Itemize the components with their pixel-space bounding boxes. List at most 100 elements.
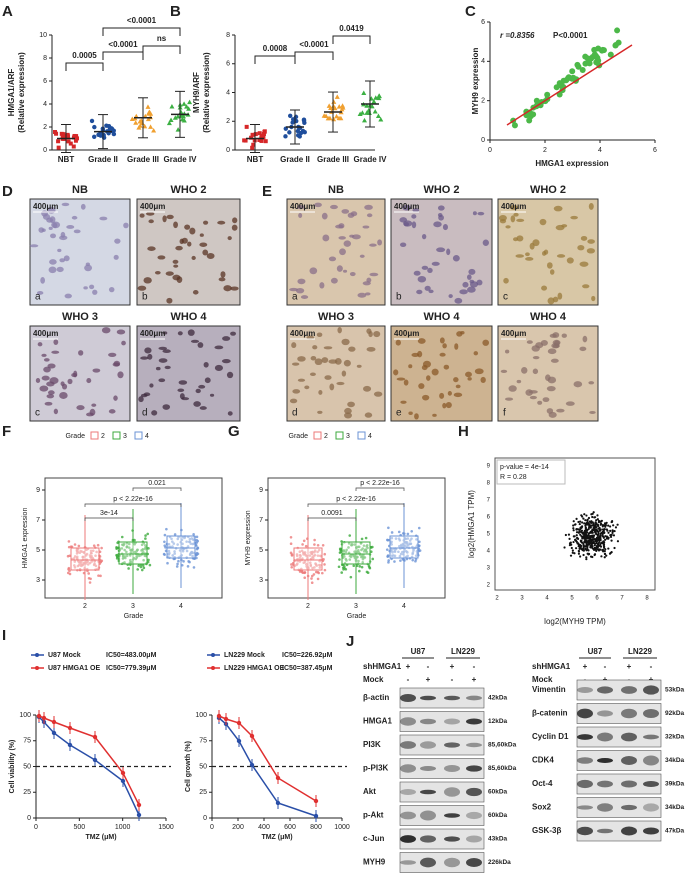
nucleus (147, 353, 153, 360)
nucleus (431, 368, 439, 376)
nucleus (338, 223, 345, 229)
nucleus (537, 400, 543, 405)
dot (72, 557, 76, 560)
nucleus (158, 378, 166, 383)
dot (364, 548, 367, 552)
dot (75, 556, 79, 560)
dot (97, 574, 100, 577)
dot (261, 132, 266, 137)
dot (133, 542, 136, 546)
y-tick-label: 6 (481, 19, 485, 26)
nucleus (108, 286, 115, 293)
dot (593, 516, 596, 519)
dot (89, 549, 93, 553)
y-tick-label: 0 (226, 147, 230, 154)
nucleus (297, 378, 306, 382)
dot (298, 553, 302, 557)
dot (599, 545, 603, 548)
dot (250, 132, 255, 137)
dot (167, 549, 171, 553)
band (621, 756, 637, 765)
nucleus (588, 381, 595, 385)
dot (360, 555, 363, 559)
dot (98, 133, 103, 138)
nucleus (49, 377, 59, 385)
dot (353, 543, 356, 546)
x-tick-label: 6 (595, 596, 599, 602)
y-axis-label: Cell viability (%) (9, 740, 16, 794)
nucleus (341, 209, 350, 214)
nucleus (89, 284, 95, 290)
dot (295, 128, 301, 134)
condition-label: Mock (363, 675, 384, 684)
y-axis-label: MYH9 expression (245, 510, 252, 565)
image-tag: c (35, 408, 40, 419)
dot (311, 556, 315, 560)
dot (316, 577, 320, 581)
dot (373, 95, 379, 100)
nucleus (426, 375, 431, 381)
dot (360, 537, 364, 541)
nucleus (61, 383, 68, 390)
dot (196, 552, 200, 556)
dot (358, 569, 361, 573)
nucleus (223, 285, 232, 292)
band (420, 766, 436, 771)
nucleus (446, 248, 451, 256)
dot (145, 116, 151, 122)
nucleus (123, 222, 129, 229)
dot (148, 111, 154, 116)
dot (590, 535, 593, 538)
scale-bar-label: 400μm (394, 202, 419, 211)
protein-size: 39kDa (665, 781, 685, 788)
band (466, 835, 482, 843)
dot (572, 527, 575, 530)
protein-size: 85,60kDa (488, 742, 517, 749)
condition-sign: + (406, 662, 411, 671)
dot (577, 520, 580, 524)
dot (96, 543, 100, 547)
nucleus (556, 408, 565, 413)
dot (127, 567, 130, 570)
nucleus (206, 253, 215, 259)
band (444, 836, 460, 842)
dot (590, 513, 593, 516)
dot (568, 543, 572, 547)
dot (283, 134, 288, 139)
nucleus (314, 358, 323, 366)
panel-letter: H (458, 423, 469, 440)
band (400, 694, 416, 702)
dot (186, 545, 190, 548)
dot (123, 548, 126, 552)
dot (290, 563, 293, 566)
dot (176, 562, 179, 566)
dot (191, 538, 195, 541)
nucleus (402, 204, 411, 211)
nucleus (529, 395, 537, 400)
nucleus (157, 255, 166, 260)
nucleus (421, 265, 429, 270)
dot (192, 566, 196, 569)
x-tick-label: 6 (653, 147, 657, 154)
x-tick-label: Grade II (280, 155, 310, 164)
nucleus (546, 408, 554, 414)
nucleus (231, 224, 238, 231)
dot (263, 139, 268, 144)
dot (244, 124, 249, 129)
dot (616, 523, 619, 526)
image-tag: b (396, 292, 402, 303)
dot (577, 552, 581, 555)
nucleus (222, 336, 231, 341)
dot (366, 546, 369, 550)
dot (176, 543, 179, 546)
nucleus (482, 339, 490, 346)
nucleus (151, 410, 158, 416)
dot (575, 531, 579, 534)
nucleus (552, 296, 559, 303)
y-tick-label: 100 (19, 712, 31, 719)
nucleus (114, 238, 121, 244)
nucleus (295, 287, 305, 294)
dot (394, 547, 398, 551)
band (420, 741, 436, 749)
nucleus (226, 371, 234, 379)
